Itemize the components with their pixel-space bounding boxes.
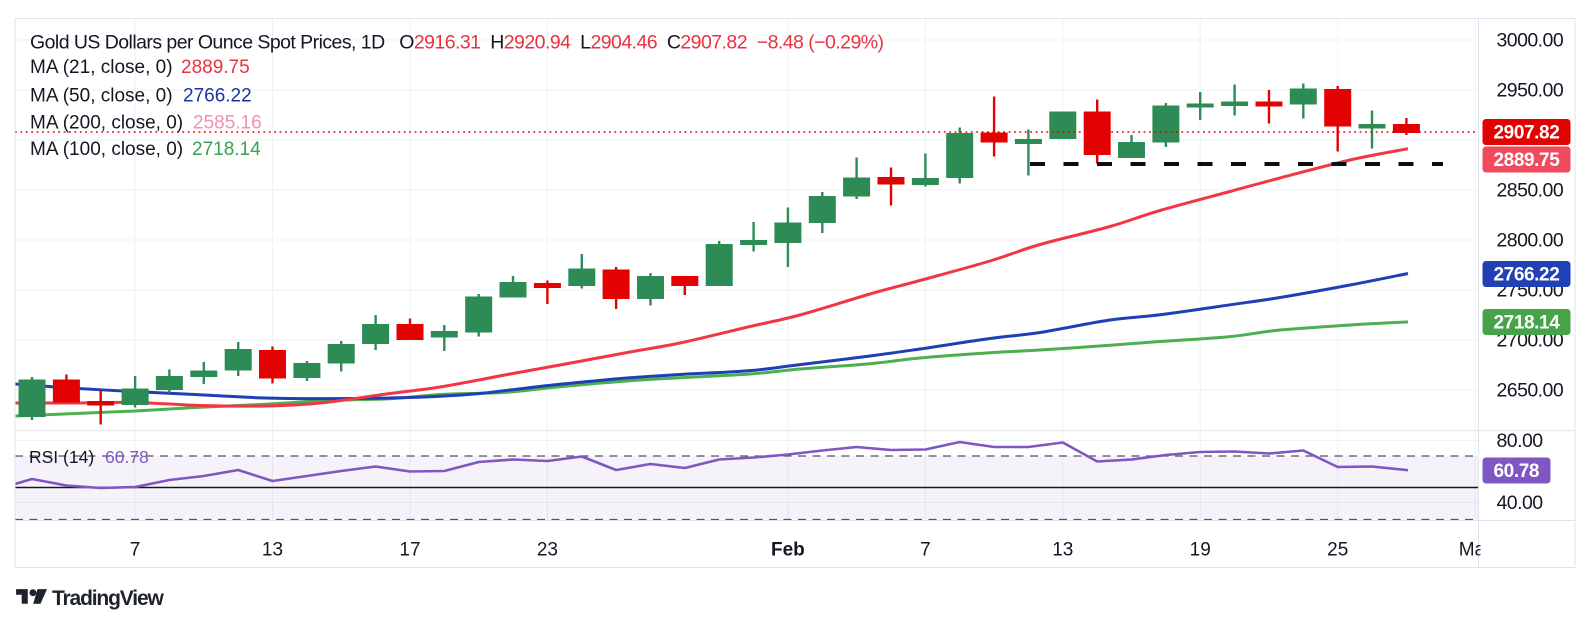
svg-text:2766.22: 2766.22 [183, 86, 252, 107]
svg-text:2850.00: 2850.00 [1497, 180, 1564, 202]
svg-text:MA (200, close, 0): MA (200, close, 0) [30, 113, 183, 134]
svg-text:7: 7 [920, 540, 931, 561]
svg-text:60.78: 60.78 [105, 447, 149, 467]
svg-text:2889.75: 2889.75 [181, 57, 250, 78]
svg-text:25: 25 [1327, 540, 1348, 561]
svg-text:2650.00: 2650.00 [1497, 380, 1564, 402]
svg-text:7: 7 [130, 540, 141, 561]
svg-text:40.00: 40.00 [1497, 492, 1544, 514]
svg-text:19: 19 [1190, 540, 1211, 561]
svg-text:RSI (14): RSI (14) [29, 447, 94, 467]
svg-text:2766.22: 2766.22 [1494, 265, 1560, 286]
svg-text:2950.00: 2950.00 [1497, 80, 1564, 102]
svg-text:13: 13 [1052, 540, 1073, 561]
svg-text:17: 17 [399, 540, 420, 561]
svg-text:2718.14: 2718.14 [192, 139, 261, 160]
svg-text:TradingView: TradingView [52, 587, 164, 610]
svg-text:60.78: 60.78 [1494, 461, 1540, 482]
svg-text:3000.00: 3000.00 [1497, 30, 1564, 52]
svg-text:Gold US Dollars per Ounce Spot: Gold US Dollars per Ounce Spot Prices, 1… [30, 31, 884, 53]
svg-text:2800.00: 2800.00 [1497, 230, 1564, 252]
svg-text:2585.16: 2585.16 [193, 113, 262, 134]
svg-text:2907.82: 2907.82 [1494, 123, 1560, 144]
svg-text:80.00: 80.00 [1497, 430, 1544, 452]
svg-text:MA (50, close, 0): MA (50, close, 0) [30, 86, 173, 107]
svg-text:2889.75: 2889.75 [1494, 150, 1561, 171]
svg-text:MA (21, close, 0): MA (21, close, 0) [30, 57, 173, 78]
svg-text:2718.14: 2718.14 [1494, 313, 1561, 334]
svg-text:Feb: Feb [771, 540, 805, 561]
svg-text:13: 13 [262, 540, 283, 561]
svg-text:23: 23 [537, 540, 558, 561]
svg-text:MA (100, close, 0): MA (100, close, 0) [30, 139, 183, 160]
